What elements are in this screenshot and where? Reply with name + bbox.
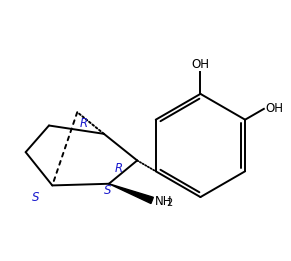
Text: 2: 2 xyxy=(166,198,172,208)
Text: OH: OH xyxy=(191,58,210,70)
Text: OH: OH xyxy=(265,102,283,115)
Text: R: R xyxy=(80,117,88,130)
Text: R: R xyxy=(115,162,123,175)
Polygon shape xyxy=(109,184,153,204)
Text: S: S xyxy=(32,191,39,204)
Text: NH: NH xyxy=(155,194,172,207)
Text: S: S xyxy=(104,184,111,197)
